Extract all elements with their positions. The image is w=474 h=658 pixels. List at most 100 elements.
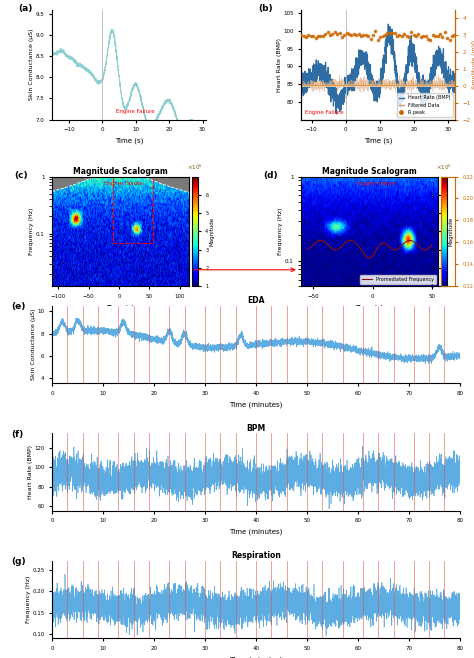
Point: [317, 30, 324, 41]
Point: [427, 34, 434, 45]
Text: $\times10^5$: $\times10^5$: [440, 163, 456, 172]
Point: [353, 29, 360, 39]
Point: [443, 33, 451, 43]
Title: EDA: EDA: [247, 296, 264, 305]
Text: (f): (f): [11, 430, 24, 439]
Point: [346, 29, 353, 39]
Point: [360, 30, 367, 40]
Text: Engine Failure: Engine Failure: [104, 181, 143, 186]
Point: [438, 32, 446, 42]
Legend: Promediated Frequency: Promediated Frequency: [360, 275, 436, 284]
Point: [393, 31, 401, 41]
Point: [383, 28, 391, 39]
Point: [348, 30, 356, 40]
Point: [336, 28, 343, 38]
Text: (g): (g): [11, 557, 26, 566]
Point: [324, 27, 331, 38]
Point: [391, 28, 398, 38]
Y-axis label: Skin Conductance (μS): Skin Conductance (μS): [29, 29, 34, 101]
Y-axis label: Amplitude (mV): Amplitude (mV): [472, 40, 474, 89]
Point: [312, 32, 319, 43]
Y-axis label: Magnitude: Magnitude: [210, 217, 215, 246]
Point: [412, 31, 420, 41]
Point: [367, 34, 374, 44]
Point: [401, 29, 408, 39]
Point: [350, 28, 358, 39]
Text: (d): (d): [263, 171, 278, 180]
Point: [415, 28, 422, 39]
X-axis label: Time (s): Time (s): [356, 305, 384, 311]
Point: [302, 32, 310, 42]
Point: [340, 30, 348, 41]
X-axis label: Time (s): Time (s): [364, 138, 392, 144]
Point: [434, 31, 441, 41]
Point: [451, 29, 458, 39]
Title: Respiration: Respiration: [231, 551, 281, 560]
Y-axis label: Frequency (Hz): Frequency (Hz): [29, 208, 34, 255]
Point: [365, 31, 372, 41]
Text: (e): (e): [11, 302, 26, 311]
X-axis label: Time (s): Time (s): [115, 138, 143, 144]
Point: [305, 30, 312, 40]
Point: [419, 31, 427, 41]
X-axis label: TIme (minutes): TIme (minutes): [229, 401, 283, 408]
Point: [381, 30, 389, 40]
Point: [338, 32, 346, 42]
Point: [379, 30, 386, 41]
Point: [331, 27, 338, 38]
Point: [319, 31, 327, 41]
Text: (b): (b): [258, 5, 273, 13]
Point: [355, 29, 363, 39]
Legend: Heart Rate (BMP), Filtered Data, R peak: Heart Rate (BMP), Filtered Data, R peak: [397, 93, 453, 117]
Y-axis label: Magnitude: Magnitude: [448, 217, 453, 246]
Y-axis label: Heart Rate (BMP): Heart Rate (BMP): [27, 445, 33, 499]
Y-axis label: Frequency (Hz): Frequency (Hz): [26, 576, 31, 623]
Text: (a): (a): [18, 5, 33, 13]
Y-axis label: Heart Rate (BMP): Heart Rate (BMP): [277, 38, 282, 91]
Point: [429, 30, 437, 41]
Point: [446, 35, 453, 45]
Point: [398, 31, 406, 41]
Text: Engine Failure: Engine Failure: [357, 181, 396, 186]
Point: [343, 28, 350, 38]
Point: [408, 27, 415, 38]
Point: [314, 31, 322, 41]
Point: [328, 29, 336, 39]
Y-axis label: Frequency (Hz): Frequency (Hz): [279, 208, 283, 255]
Point: [424, 34, 432, 44]
Point: [441, 27, 448, 38]
Point: [410, 30, 418, 41]
Point: [369, 30, 377, 41]
Point: [422, 31, 429, 41]
Title: Magnitude Scalogram: Magnitude Scalogram: [73, 166, 168, 176]
Point: [448, 30, 456, 41]
Point: [376, 32, 384, 42]
Point: [436, 28, 444, 39]
Point: [388, 28, 396, 38]
Point: [431, 31, 439, 41]
Point: [405, 32, 413, 42]
X-axis label: TIme (minutes): TIme (minutes): [229, 657, 283, 658]
Point: [403, 30, 410, 41]
Point: [417, 32, 425, 43]
Title: BPM: BPM: [246, 424, 265, 433]
Point: [372, 26, 379, 36]
Point: [326, 30, 334, 40]
Point: [300, 30, 308, 41]
Point: [307, 30, 315, 41]
Point: [386, 28, 393, 39]
Point: [395, 30, 403, 41]
Point: [310, 31, 317, 41]
Bar: [113, 176, 153, 243]
Point: [374, 34, 382, 45]
Point: [357, 30, 365, 41]
Y-axis label: Skin Conductance (μS): Skin Conductance (μS): [31, 309, 36, 380]
Text: $\times10^5$: $\times10^5$: [187, 163, 203, 172]
Text: (c): (c): [14, 171, 27, 180]
Point: [321, 29, 329, 39]
X-axis label: Time (s): Time (s): [106, 305, 135, 311]
Title: Magnitude Scalogram: Magnitude Scalogram: [322, 166, 417, 176]
Point: [298, 30, 305, 40]
Point: [333, 29, 341, 39]
Point: [362, 30, 370, 40]
